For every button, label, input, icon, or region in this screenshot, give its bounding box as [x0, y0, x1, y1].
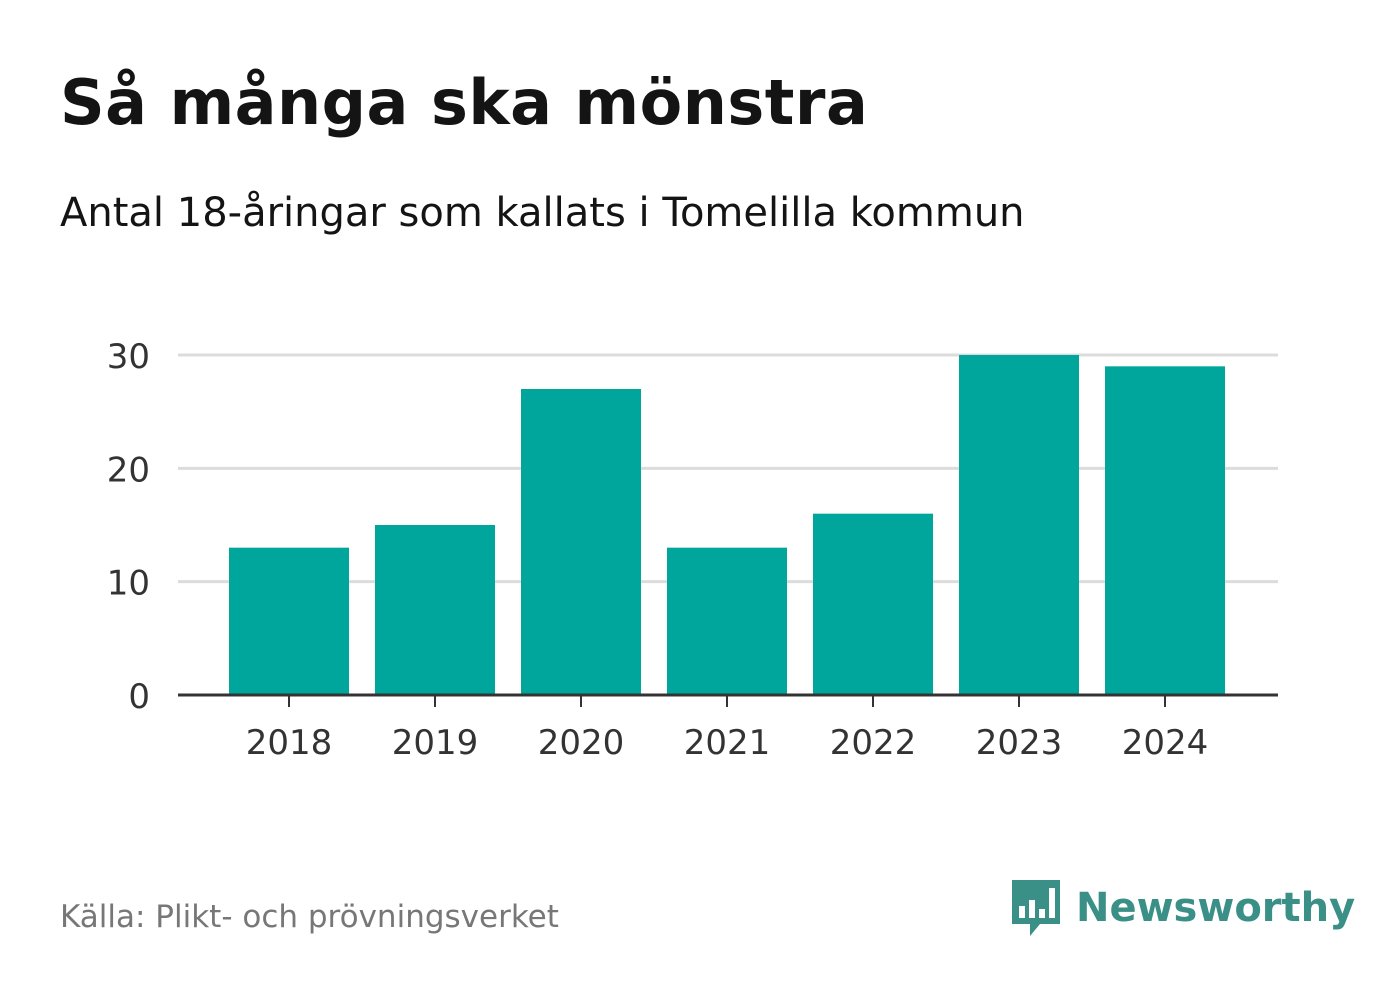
y-tick-label: 10 — [107, 564, 150, 604]
bar — [375, 525, 495, 695]
y-tick-label: 0 — [128, 677, 150, 717]
bar — [667, 547, 787, 695]
brand-name: Newsworthy — [1076, 885, 1356, 931]
newsworthy-logo: Newsworthy — [1010, 876, 1355, 940]
bar — [959, 355, 1079, 695]
x-tick-label: 2022 — [830, 723, 917, 763]
bar — [813, 513, 933, 695]
x-tick-label: 2020 — [538, 723, 625, 763]
y-tick-label: 20 — [107, 450, 150, 490]
chart-title: Så många ska mönstra — [60, 66, 869, 139]
bar-chart-speech-bubble-icon — [1012, 880, 1060, 936]
x-tick-label: 2021 — [684, 723, 771, 763]
bar — [229, 547, 349, 695]
x-tick-label: 2018 — [246, 723, 333, 763]
x-tick-label: 2023 — [976, 723, 1063, 763]
source-note: Källa: Plikt- och prövningsverket — [60, 899, 559, 935]
bar — [521, 389, 641, 695]
x-tick-label: 2019 — [392, 723, 479, 763]
y-tick-label: 30 — [107, 337, 150, 377]
x-tick-label: 2024 — [1122, 723, 1209, 763]
chart-subtitle: Antal 18-åringar som kallats i Tomelilla… — [60, 190, 1025, 236]
bar — [1105, 366, 1225, 695]
